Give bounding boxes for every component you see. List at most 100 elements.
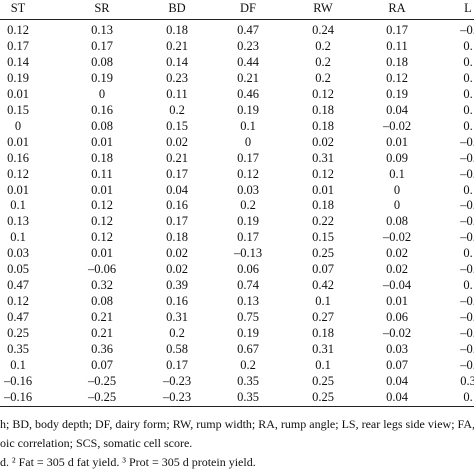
table-cell: 0.17 [386, 23, 408, 37]
table-cell: 0.18 [386, 54, 408, 69]
table-cell: 0.2 [169, 102, 185, 117]
table-cell: –0. [460, 214, 474, 229]
table-cell: 0.2 [240, 198, 256, 213]
table-cell: 0.2 [315, 70, 331, 85]
table-cell: 0.11 [386, 38, 408, 53]
table-cell: 0.21 [91, 326, 113, 341]
table-cell: 0.12 [7, 23, 29, 37]
table-cell: 0.19 [386, 86, 408, 101]
table-cell: 0. [463, 38, 473, 53]
table-cell: 0.32 [91, 278, 113, 293]
table-cell: 0.01 [386, 294, 408, 309]
table-cell: 0.22 [312, 214, 334, 229]
table-cell: 0.16 [166, 294, 188, 309]
table-cell: 0. [463, 182, 473, 197]
table-cell: 0.01 [91, 134, 113, 149]
table-cell: 0. [463, 118, 473, 133]
table-cell: 0.12 [7, 166, 29, 181]
table-cell: –0. [460, 342, 474, 356]
table-cell: 0.17 [237, 230, 259, 245]
table-cell: 0.47 [7, 278, 29, 293]
table-cell: 0.23 [166, 70, 188, 85]
table-cell: 0.18 [91, 150, 113, 165]
table-cell: 0.25 [7, 326, 29, 341]
table-cell: 0.21 [91, 310, 113, 325]
table-cell: 0.01 [91, 246, 113, 261]
table-cell: 0.04 [386, 389, 408, 404]
table-cell: 0.1 [10, 230, 26, 245]
table-cell: –0. [460, 134, 474, 149]
table-cell: 0.21 [166, 150, 188, 165]
table-cell: 0.25 [312, 373, 334, 388]
table-cell: 0.15 [312, 230, 334, 245]
table-cell: 0. [463, 278, 473, 293]
table-cell: 0.17 [91, 38, 113, 53]
table-cell: 0.19 [237, 326, 259, 341]
table-cell: –0. [460, 326, 474, 341]
table-cell: 0 [98, 86, 106, 101]
table-cell: 0.1 [389, 166, 405, 181]
table-cell: 0.08 [91, 54, 113, 69]
table-cell: 0. [463, 54, 473, 69]
table-cell: 0.13 [7, 214, 29, 229]
table-cell: 0. [463, 102, 473, 117]
table-cell: 0.35 [237, 389, 259, 404]
table-cell: 0.1 [315, 294, 331, 309]
table-cell: 0.03 [237, 182, 259, 197]
table-cell: 0.16 [7, 150, 29, 165]
table-cell: 0.17 [237, 150, 259, 165]
table-cell: 0.12 [91, 230, 113, 245]
table-cell: 0.47 [7, 310, 29, 325]
table-cell: 0.06 [386, 310, 408, 325]
table-cell: 0.12 [386, 70, 408, 85]
column-header: DF [240, 1, 256, 15]
table-cell: 0.18 [312, 198, 334, 213]
table-cell: 0.16 [91, 102, 113, 117]
table-cell: 0.39 [166, 278, 188, 293]
table-cell: 0.31 [312, 150, 334, 165]
table-cell: 0.25 [312, 389, 334, 404]
table-cell: –0.02 [382, 326, 412, 341]
table-cell: 0.02 [166, 134, 188, 149]
table-cell: –0.04 [382, 278, 412, 293]
table-cell: 0.08 [386, 214, 408, 229]
table-cell: 0.07 [386, 357, 408, 372]
table-cell: –0.25 [87, 389, 117, 404]
column-header: ST [10, 1, 26, 15]
table-cell: 0.03 [7, 246, 29, 261]
table-cell: 0.75 [237, 310, 259, 325]
table-cell: –0. [460, 357, 474, 372]
table-cell: 0.02 [386, 246, 408, 261]
table-cell: –0. [460, 294, 474, 309]
table-cell: 0.17 [166, 357, 188, 372]
table-cell: 0. [463, 389, 473, 404]
table-cell: –0.13 [233, 246, 263, 261]
table-cell: 0.14 [166, 54, 188, 69]
table-cell: 0.12 [91, 214, 113, 229]
table-cell: 0.17 [166, 166, 188, 181]
footnote: h; BD, body depth; DF, dairy form; RW, r… [0, 417, 474, 431]
table-cell: 0.18 [312, 118, 334, 133]
table-cell: 0.46 [237, 86, 259, 101]
table-cell: 0.23 [237, 38, 259, 53]
table-cell: 0.09 [386, 150, 408, 165]
table-cell: 0.02 [166, 262, 188, 277]
table-cell: 0.1 [240, 118, 256, 133]
table-cell: –0.16 [3, 389, 33, 404]
table-cell: 0.15 [166, 118, 188, 133]
table-cell: –0.06 [87, 262, 117, 277]
table-cell: 0.16 [166, 198, 188, 213]
table-cell: 0 [14, 118, 22, 133]
table-cell: –0. [460, 230, 474, 245]
table-cell: 0.47 [237, 23, 259, 37]
table-cell: –0. [460, 23, 474, 37]
table-cell: 0.1 [315, 357, 331, 372]
table-cell: 0 [244, 134, 252, 149]
table-cell: 0.01 [386, 134, 408, 149]
table-cell: 0.07 [312, 262, 334, 277]
table-cell: 0.01 [7, 86, 29, 101]
table-cell: 0.12 [312, 166, 334, 181]
table-cell: –0. [460, 262, 474, 277]
table-cell: 0.02 [386, 262, 408, 277]
table-cell: 0. [463, 86, 473, 101]
